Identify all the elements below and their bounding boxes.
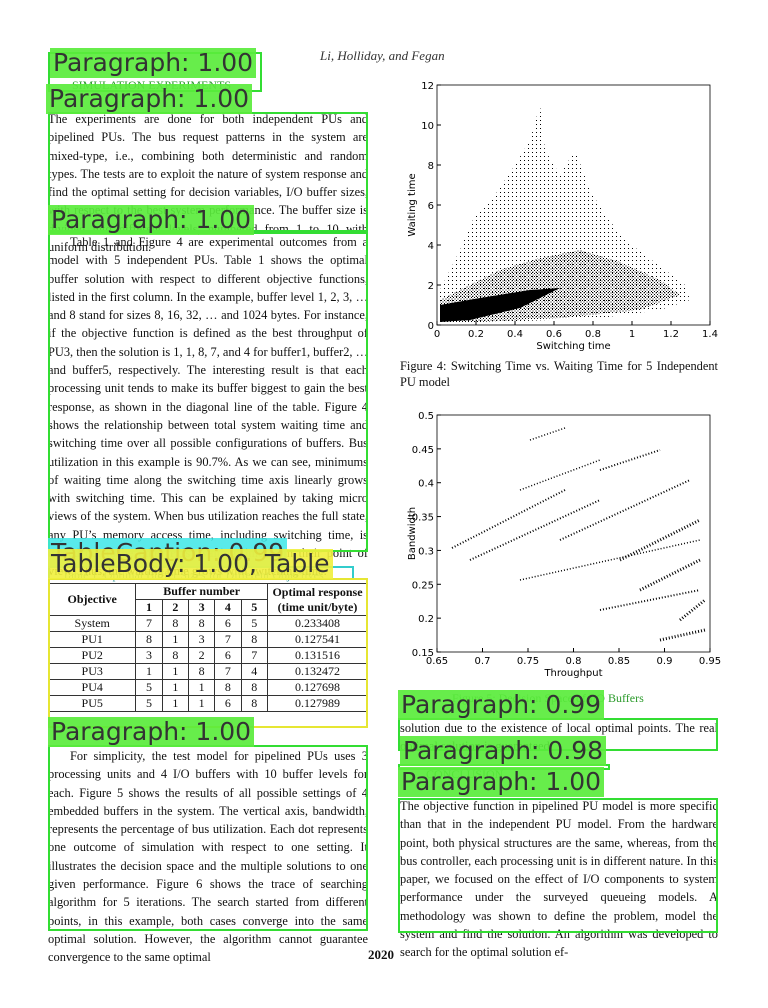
y-tick-label: 12 <box>421 81 434 92</box>
overlay-label: TableBody: 1.00, Table <box>48 549 333 579</box>
x-tick-label: 0.4 <box>507 329 523 340</box>
page-number: 2020 <box>368 947 394 962</box>
y-tick-label: 0 <box>428 321 434 332</box>
y-tick-label: 0.2 <box>418 614 434 625</box>
figure-caption: Figure 4: Switching Time vs. Waiting Tim… <box>400 359 718 389</box>
header-cell: Buffer number <box>135 583 268 600</box>
scatter-cloud <box>440 105 690 322</box>
overlay-label: Paragraph: 1.00 <box>48 717 255 747</box>
table-row: System 7 8 8 6 5 0.233408 <box>47 615 368 632</box>
y-tick-label: 0.3 <box>418 546 434 557</box>
paragraph: The objective function in pipelined PU m… <box>400 799 718 960</box>
y-tick-label: 6 <box>428 201 434 212</box>
x-axis-label: Throughput <box>543 668 602 679</box>
x-tick-label: 0.9 <box>657 656 673 667</box>
table-row: PU5 5 1 1 6 8 0.127989 <box>47 695 368 712</box>
overlay-label: Paragraph: 0.99 <box>398 690 605 720</box>
y-tick-label: 0.15 <box>412 648 434 659</box>
y-axis-label: Waiting time <box>407 173 418 236</box>
x-tick-label: 0.65 <box>426 656 448 667</box>
y-tick-label: 10 <box>421 121 434 132</box>
y-tick-label: 2 <box>428 281 434 292</box>
table-cell: 0.132472 <box>267 663 368 680</box>
overlay-label: Paragraph: 0.98 <box>400 736 607 766</box>
x-tick-label: 0.95 <box>699 656 721 667</box>
overlay-label: Paragraph: 1.00 <box>48 205 255 235</box>
plot-frame <box>436 414 711 653</box>
table-cell: 0.131516 <box>267 647 368 664</box>
overlay-box <box>398 798 718 933</box>
x-tick-label: 0.2 <box>468 329 484 340</box>
overlay-box <box>48 578 368 728</box>
x-tick-label: 0.7 <box>475 656 491 667</box>
x-tick-label: 0 <box>434 329 440 340</box>
overlay-box <box>48 745 368 931</box>
table-header-row: Objective Buffer number Optimal response… <box>47 583 368 616</box>
x-tick-label: 1 <box>629 329 635 340</box>
y-tick-label: 0.45 <box>412 445 434 456</box>
overlay-box <box>48 232 368 552</box>
header-cell: Optimal response (time unit/byte) <box>267 583 368 616</box>
y-tick-label: 0.4 <box>418 479 434 490</box>
x-axis-label: Switching time <box>536 341 610 352</box>
y-tick-label: 0.25 <box>412 580 434 591</box>
running-header: Li, Holliday, and Fegan <box>320 48 445 63</box>
table-cell: 8 <box>240 695 269 712</box>
x-tick-label: 1.2 <box>663 329 679 340</box>
overlay-label: Paragraph: 1.00 <box>398 767 605 797</box>
table-cell: 0.127989 <box>267 695 368 712</box>
table: Objective Buffer number Optimal response… <box>47 583 368 712</box>
x-tick-label: 1.4 <box>702 329 718 340</box>
x-tick-label: 0.6 <box>546 329 562 340</box>
y-axis-label: Bandwidth <box>407 507 418 560</box>
overlay-label: Paragraph: 1.00 <box>50 48 257 78</box>
x-tick-label: 0.8 <box>566 656 582 667</box>
y-tick-label: 0.35 <box>412 513 434 524</box>
scatter-cloud <box>451 427 706 642</box>
table-row: PU3 1 1 8 7 4 0.132472 <box>47 663 368 680</box>
overlay-label: Paragraph: 1.00 <box>46 84 253 114</box>
y-tick-label: 8 <box>428 161 434 172</box>
x-tick-label: 0.8 <box>585 329 601 340</box>
y-tick-label: 0.5 <box>418 411 434 422</box>
x-tick-label: 0.75 <box>517 656 539 667</box>
y-tick-label: 4 <box>428 241 434 252</box>
paragraph: For simplicity, the test model for pipel… <box>48 749 368 965</box>
x-tick-label: 0.85 <box>608 656 630 667</box>
table-cell: 1 <box>187 695 216 712</box>
